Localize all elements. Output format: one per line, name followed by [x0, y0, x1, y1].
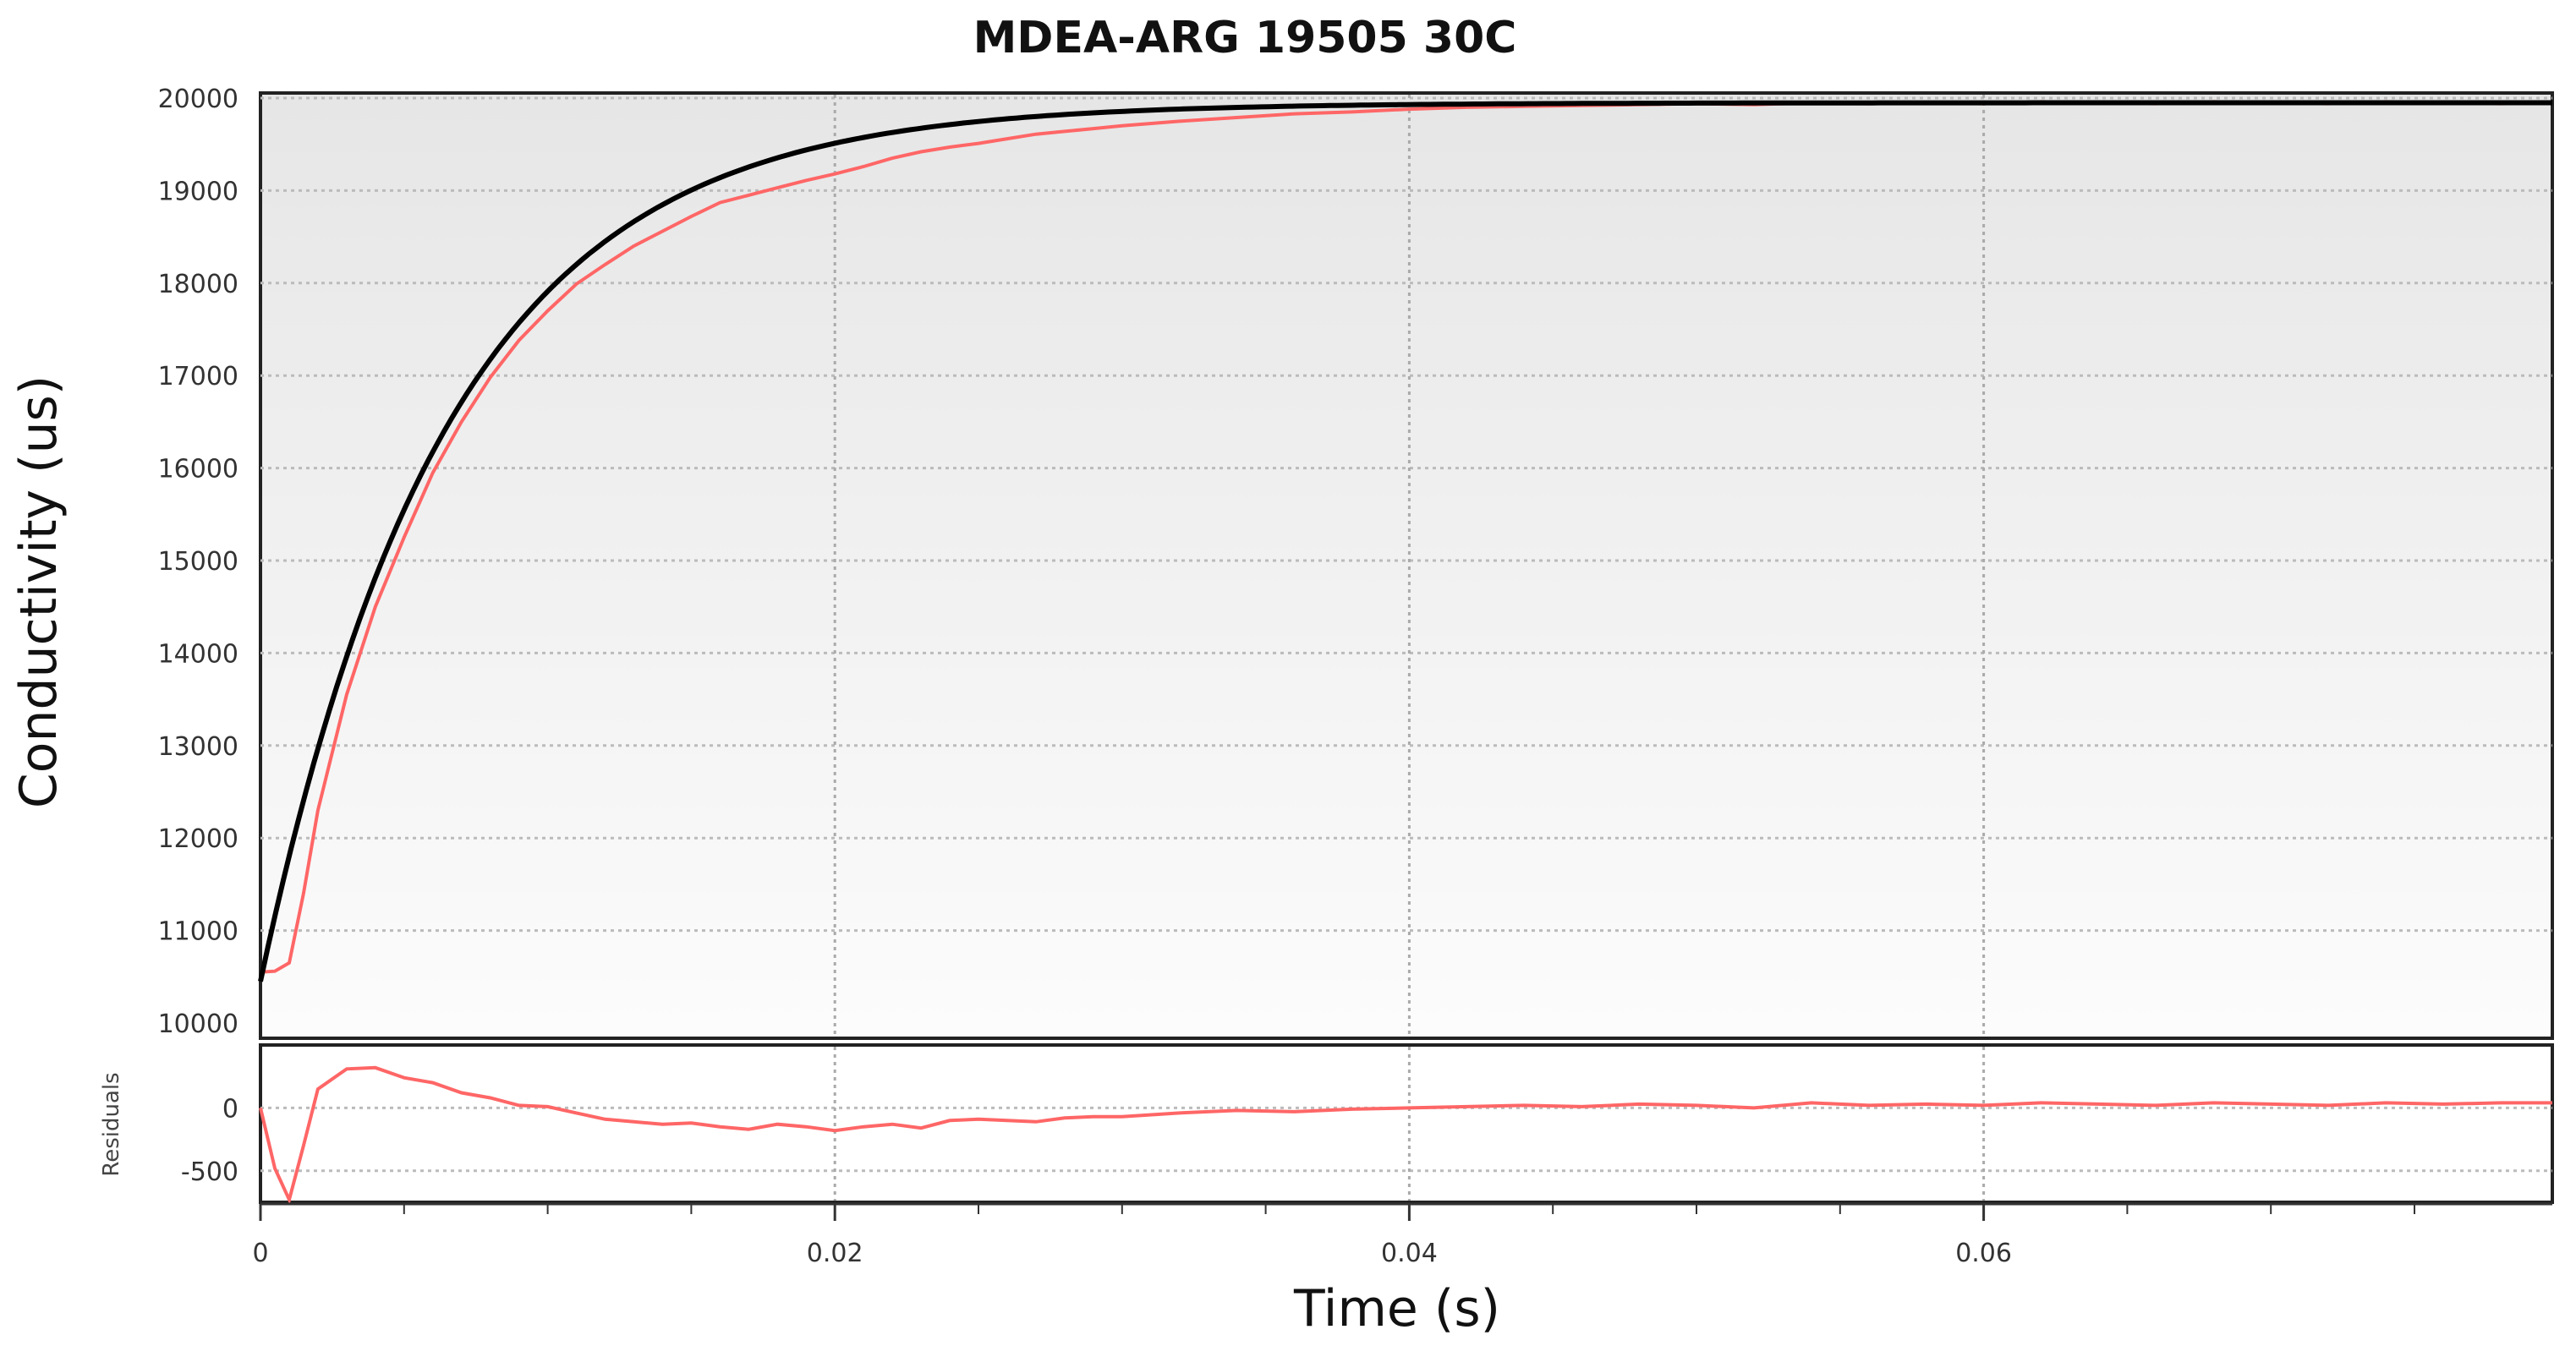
residuals-plot-background: [259, 1043, 2554, 1204]
x-tick-label: 0.06: [1955, 1239, 2012, 1268]
grid: [260, 95, 2552, 1201]
x-tick-label: 0: [252, 1239, 268, 1268]
y-tick-label: 17000: [158, 362, 238, 391]
x-tick-label: 0.02: [807, 1239, 863, 1268]
y-tick-label: 19000: [158, 177, 238, 206]
y-tick-label: 20000: [158, 85, 238, 114]
y-tick-label: 15000: [158, 547, 238, 577]
chart-title: MDEA-ARG 19505 30C: [973, 13, 1517, 63]
y-tick-label: 16000: [158, 455, 238, 484]
x-axis-ticks: 0 0.02 0.04 0.06: [252, 1204, 2415, 1268]
residuals-axis-ticks: -500 0: [181, 1094, 238, 1186]
series-fit-line: [258, 100, 2552, 982]
residuals-tick-label: -500: [181, 1157, 238, 1187]
residuals-tick-label: 0: [222, 1094, 238, 1124]
y-axis-ticks: 10000 11000 12000 13000 14000 15000 16000 17000…: [158, 85, 238, 1039]
y-tick-label: 11000: [158, 917, 238, 947]
y-axis-label: Conductivity (us): [9, 375, 69, 808]
x-axis-label: Time (s): [1293, 1279, 1500, 1338]
y-tick-label: 13000: [158, 732, 238, 762]
residuals-line: [259, 1065, 2552, 1205]
residuals-axis-label: Residuals: [99, 1072, 124, 1176]
x-tick-label: 0.04: [1381, 1239, 1438, 1268]
y-tick-label: 12000: [158, 824, 238, 854]
main-plot-background: [259, 91, 2554, 1040]
y-tick-label: 18000: [158, 270, 238, 299]
y-tick-label: 10000: [158, 1010, 238, 1039]
y-tick-label: 14000: [158, 639, 238, 669]
